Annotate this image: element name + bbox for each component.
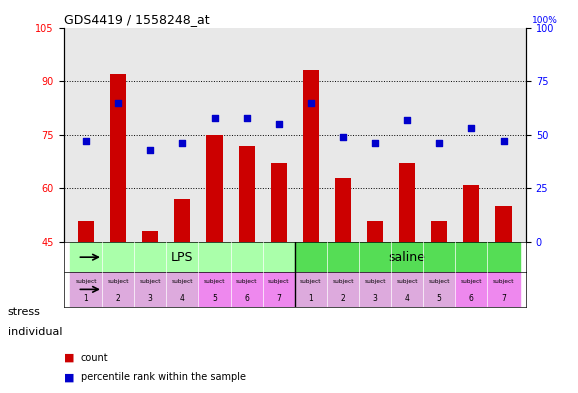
- Text: 3: 3: [148, 294, 153, 303]
- Bar: [262, 272, 295, 307]
- Bar: [166, 272, 198, 307]
- Bar: [303, 70, 319, 242]
- Bar: [495, 206, 512, 242]
- Text: 2: 2: [340, 294, 345, 303]
- Text: individual: individual: [8, 327, 62, 337]
- Text: 5: 5: [437, 294, 442, 303]
- Bar: [271, 163, 287, 242]
- Text: subject: subject: [172, 279, 193, 284]
- Bar: [327, 272, 359, 307]
- Bar: [198, 272, 231, 307]
- Text: ■: ■: [64, 372, 74, 382]
- Bar: [295, 242, 520, 272]
- Text: count: count: [81, 353, 109, 363]
- Bar: [102, 272, 134, 307]
- Bar: [134, 272, 166, 307]
- Text: 1: 1: [84, 294, 88, 303]
- Bar: [487, 272, 520, 307]
- Text: subject: subject: [108, 279, 129, 284]
- Text: subject: subject: [139, 279, 161, 284]
- Bar: [367, 221, 383, 242]
- Point: [242, 114, 251, 121]
- Point: [402, 117, 412, 123]
- Text: 2: 2: [116, 294, 121, 303]
- Text: 6: 6: [469, 294, 474, 303]
- Point: [113, 99, 123, 106]
- Text: 4: 4: [405, 294, 410, 303]
- Point: [274, 121, 283, 127]
- Text: stress: stress: [8, 307, 40, 318]
- Text: ■: ■: [64, 353, 74, 363]
- Text: 100%: 100%: [532, 17, 557, 26]
- Text: 1: 1: [309, 294, 313, 303]
- Bar: [464, 185, 479, 242]
- Bar: [231, 272, 262, 307]
- Point: [146, 147, 155, 153]
- Point: [306, 99, 316, 106]
- Bar: [335, 178, 351, 242]
- Text: subject: subject: [428, 279, 450, 284]
- Bar: [295, 272, 327, 307]
- Bar: [70, 242, 295, 272]
- Point: [499, 138, 508, 144]
- Text: GDS4419 / 1558248_at: GDS4419 / 1558248_at: [64, 13, 209, 26]
- Bar: [391, 272, 423, 307]
- Text: 7: 7: [501, 294, 506, 303]
- Bar: [78, 221, 94, 242]
- Bar: [359, 272, 391, 307]
- Text: 7: 7: [276, 294, 281, 303]
- Bar: [175, 199, 190, 242]
- Text: subject: subject: [300, 279, 321, 284]
- Bar: [423, 272, 455, 307]
- Point: [81, 138, 91, 144]
- Bar: [142, 231, 158, 242]
- Point: [178, 140, 187, 147]
- Text: 5: 5: [212, 294, 217, 303]
- Point: [435, 140, 444, 147]
- Bar: [455, 272, 487, 307]
- Text: subject: subject: [364, 279, 386, 284]
- Text: 4: 4: [180, 294, 185, 303]
- Text: subject: subject: [268, 279, 290, 284]
- Text: subject: subject: [493, 279, 514, 284]
- Bar: [399, 163, 415, 242]
- Text: subject: subject: [75, 279, 97, 284]
- Point: [370, 140, 380, 147]
- Point: [210, 114, 219, 121]
- Text: subject: subject: [332, 279, 354, 284]
- Text: 6: 6: [244, 294, 249, 303]
- Text: 3: 3: [373, 294, 377, 303]
- Bar: [206, 135, 223, 242]
- Point: [467, 125, 476, 132]
- Bar: [70, 272, 102, 307]
- Text: percentile rank within the sample: percentile rank within the sample: [81, 372, 246, 382]
- Text: subject: subject: [204, 279, 225, 284]
- Bar: [239, 145, 255, 242]
- Bar: [110, 74, 126, 242]
- Bar: [431, 221, 447, 242]
- Point: [338, 134, 347, 140]
- Text: saline: saline: [389, 251, 425, 264]
- Text: subject: subject: [236, 279, 257, 284]
- Text: subject: subject: [461, 279, 482, 284]
- Text: subject: subject: [397, 279, 418, 284]
- Text: LPS: LPS: [171, 251, 194, 264]
